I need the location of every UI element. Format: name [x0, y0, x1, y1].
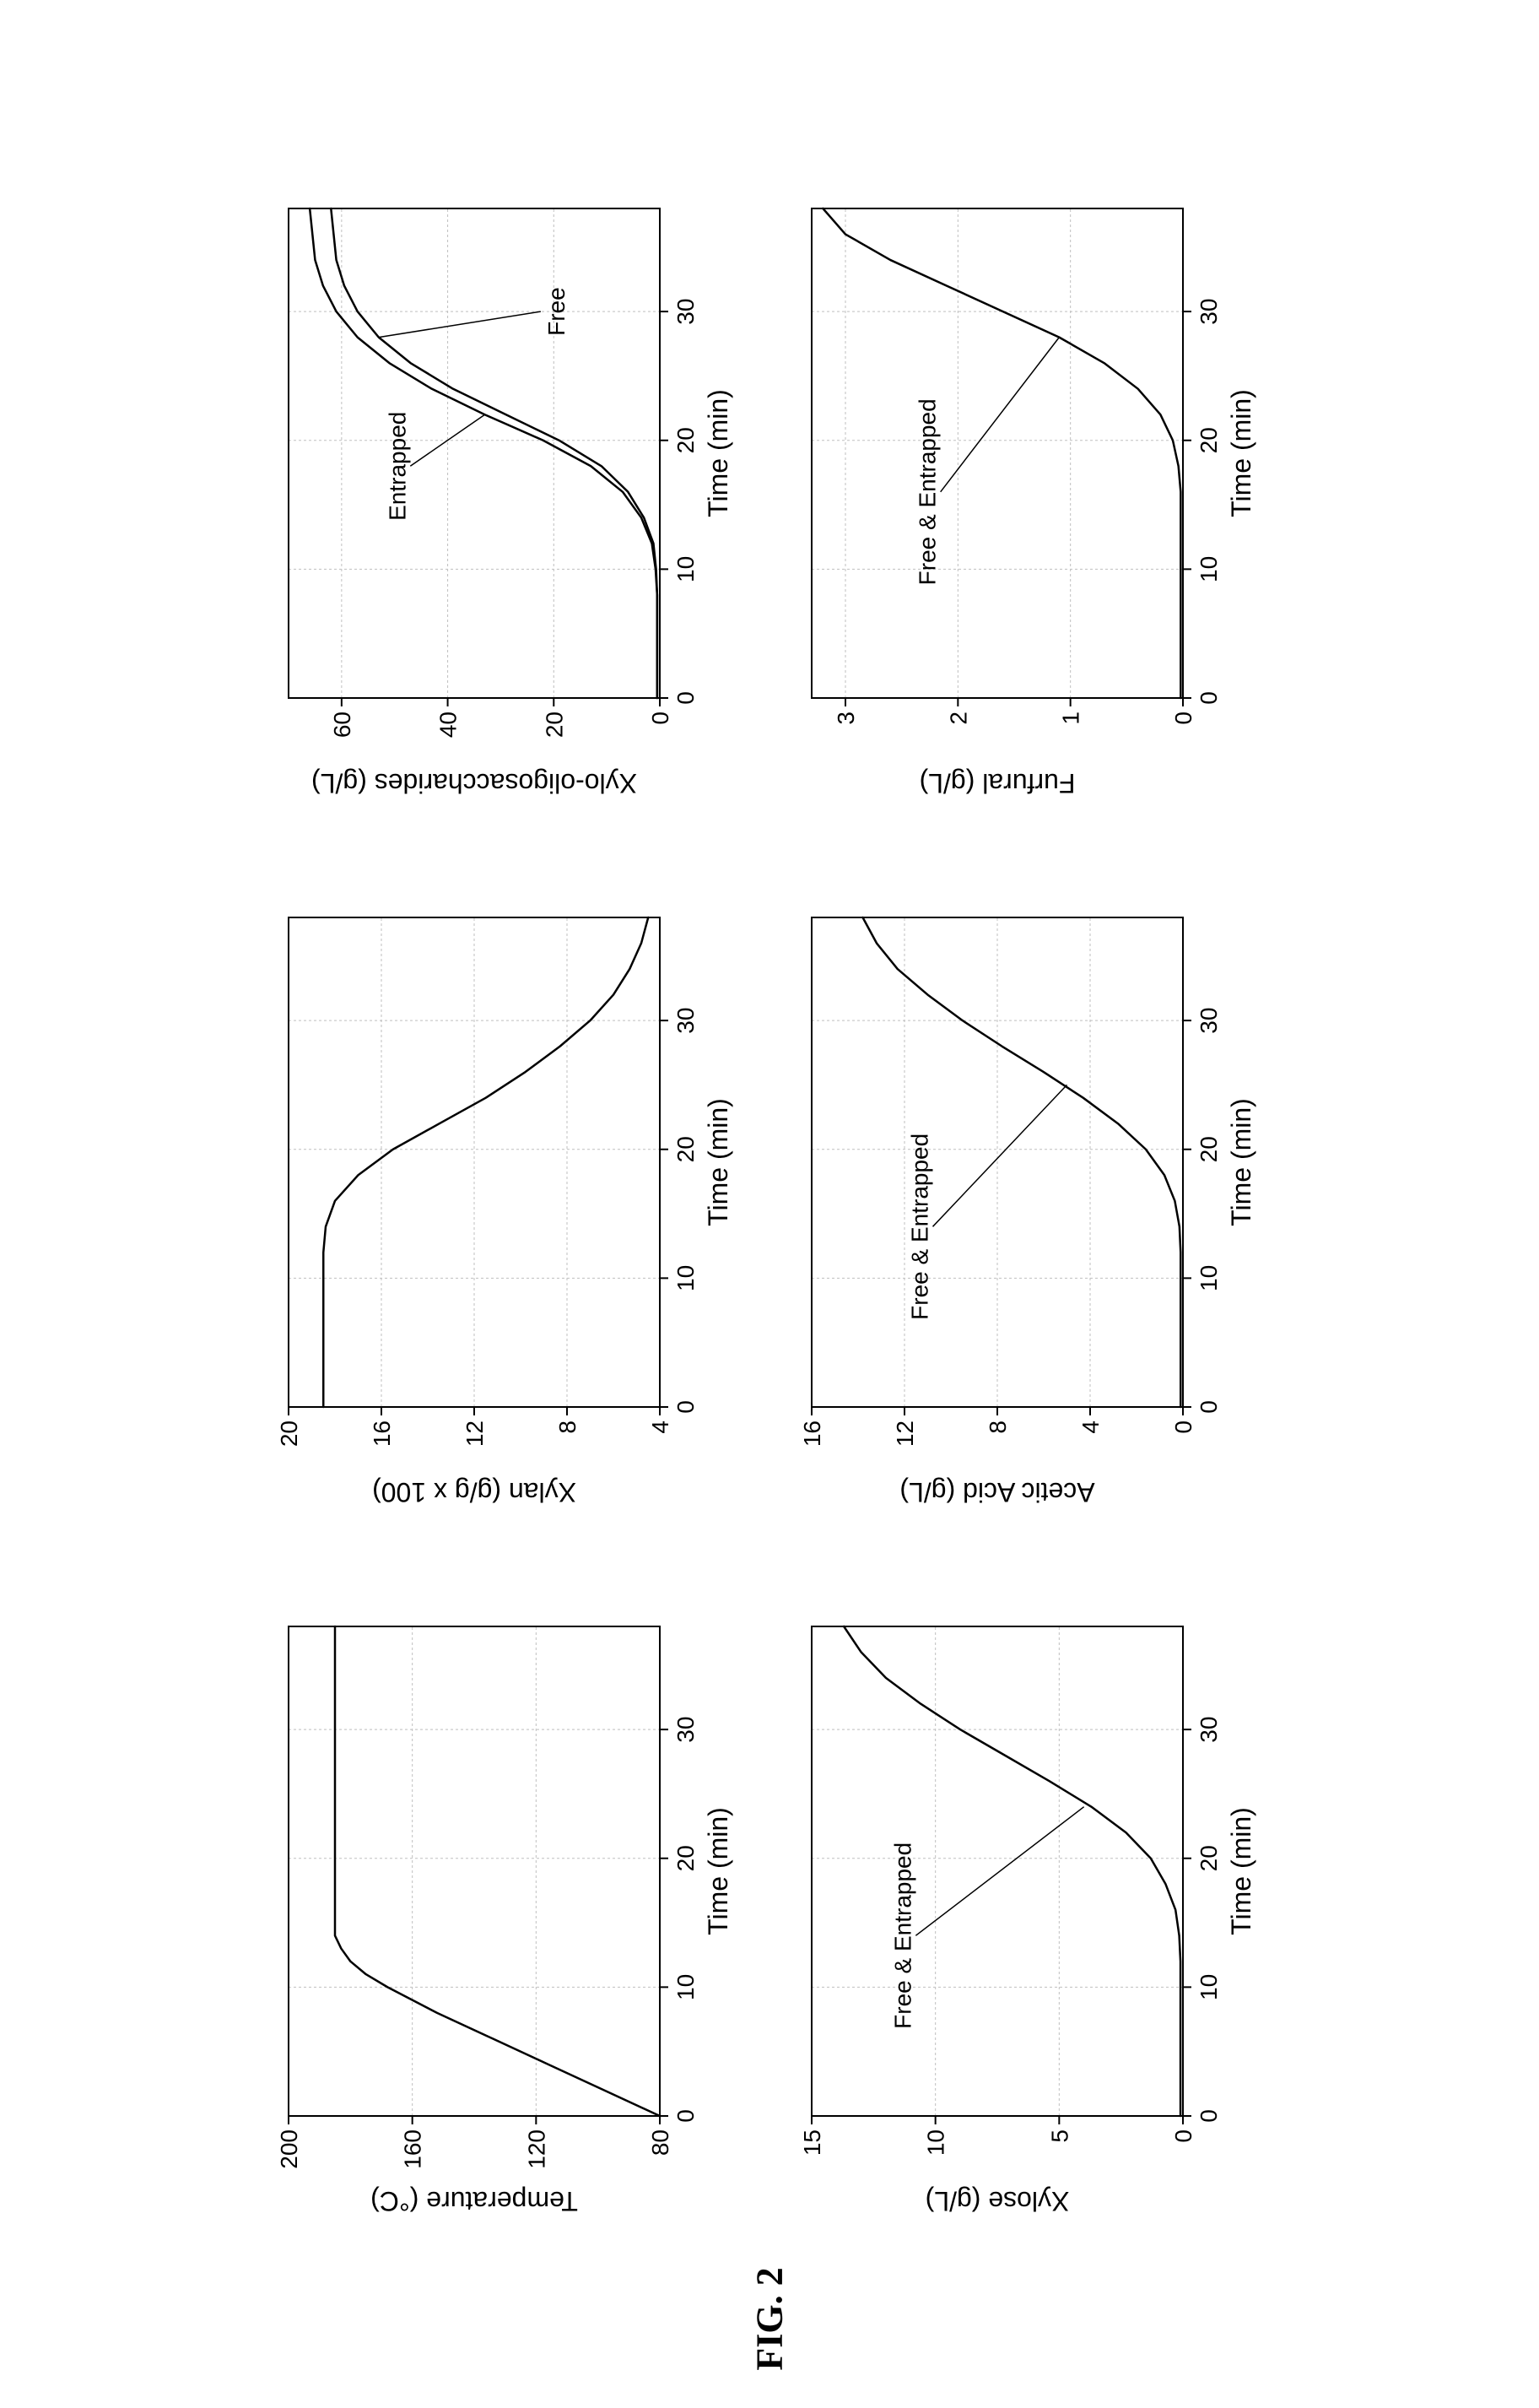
x-tick-label: 10 — [672, 1264, 699, 1291]
chart-xylose: 0 5 10 15 0 10 20 30 Free & Entrapped Time (min) X… — [795, 1610, 1267, 2217]
y-tick-label: 4 — [647, 1420, 673, 1434]
x-tick-label: 0 — [672, 691, 699, 705]
y-tick-label: 16 — [369, 1420, 395, 1447]
x-tick-label: 0 — [1196, 691, 1222, 705]
x-tick-label: 20 — [1196, 1845, 1222, 1871]
y-tick-label: 120 — [523, 2129, 549, 2169]
y-tick-label: 3 — [833, 712, 859, 725]
x-tick-label: 20 — [672, 1136, 699, 1162]
x-tick-label: 20 — [1196, 427, 1222, 453]
x-tick-label: 20 — [1196, 1136, 1222, 1162]
y-tick-label: 10 — [923, 2129, 949, 2156]
x-tick-label: 0 — [672, 1400, 699, 1414]
annotation-label: Free & Entrapped — [907, 1133, 933, 1319]
y-tick-label: 8 — [554, 1420, 580, 1434]
x-tick-label: 10 — [672, 555, 699, 582]
y-tick-label: 80 — [647, 2129, 673, 2156]
x-tick-label: 10 — [1196, 1264, 1222, 1291]
y-tick-label: 15 — [799, 2129, 825, 2156]
y-axis-label: Acetic Acid (g/L) — [899, 1477, 1094, 1507]
panel-acetic-acid: 0 4 8 12 16 0 10 20 30 Free & Entrapped Time (min)… — [795, 901, 1267, 1508]
y-axis-label: Xylan (g/g x 100) — [372, 1477, 576, 1507]
x-tick-label: 10 — [1196, 1973, 1222, 1999]
panel-xylo-oligo: 0 20 40 60 0 10 20 30 Entrapped Free Time (min) Xyl… — [272, 192, 744, 799]
x-axis-label: Time (min) — [703, 1098, 733, 1226]
chart-furfural: 01230102030Free & EntrappedTime (min)Fur… — [795, 192, 1267, 799]
x-axis-label: Time (min) — [703, 389, 733, 517]
y-tick-label: 12 — [892, 1420, 918, 1447]
x-tick-label: 20 — [672, 1845, 699, 1871]
y-tick-label: 1 — [1058, 712, 1084, 725]
x-axis-label: Time (min) — [1226, 1098, 1256, 1226]
y-axis-label: Xylo-oligosaccharides (g/L) — [311, 768, 637, 798]
x-axis-label: Time (min) — [703, 1807, 733, 1935]
x-tick-label: 0 — [1196, 2109, 1222, 2123]
chart-acetic-acid: 0 4 8 12 16 0 10 20 30 Free & Entrapped Time (min)… — [795, 901, 1267, 1508]
y-tick-label: 60 — [329, 712, 355, 738]
x-tick-label: 0 — [672, 2109, 699, 2123]
y-tick-label: 4 — [1077, 1420, 1104, 1434]
y-axis-label: Xylose (g/L) — [926, 2186, 1070, 2216]
y-axis-label: Temperature (°C) — [370, 2186, 578, 2216]
panel-xylose: 0 5 10 15 0 10 20 30 Free & Entrapped Time (min) X… — [795, 1610, 1267, 2217]
y-axis-label: Furfural (g/L) — [920, 768, 1076, 798]
panel-furfural: 01230102030Free & EntrappedTime (min)Fur… — [795, 192, 1267, 799]
y-tick-label: 8 — [985, 1420, 1011, 1434]
y-tick-label: 16 — [799, 1420, 825, 1447]
x-tick-label: 30 — [1196, 298, 1222, 324]
x-tick-label: 10 — [1196, 555, 1222, 582]
y-tick-label: 12 — [462, 1420, 488, 1447]
chart-xylan: 4 8 12 16 20 0 10 20 30 Time (min) Xylan (g/g x 10… — [272, 901, 744, 1508]
x-tick-label: 30 — [1196, 1716, 1222, 1742]
chart-grid: 801201602000102030Time (min)Temperature … — [272, 192, 1267, 2217]
x-axis-label: Time (min) — [1226, 1807, 1256, 1935]
x-tick-label: 30 — [672, 1007, 699, 1033]
y-tick-label: 0 — [1170, 712, 1196, 725]
x-tick-label: 10 — [672, 1973, 699, 1999]
x-tick-label: 30 — [672, 1716, 699, 1742]
y-tick-label: 2 — [945, 712, 971, 725]
y-tick-label: 20 — [276, 1420, 302, 1447]
annotation-label: Free & Entrapped — [889, 1842, 915, 2028]
x-tick-label: 30 — [672, 298, 699, 324]
x-tick-label: 0 — [1196, 1400, 1222, 1414]
annotation-label: Entrapped — [384, 411, 410, 520]
x-tick-label: 20 — [672, 427, 699, 453]
annotation-label: Free & Entrapped — [915, 398, 941, 585]
y-tick-label: 160 — [400, 2129, 426, 2169]
panel-temperature: 80 120 160 200 0 10 20 30 Time (min) Temperature … — [272, 1610, 744, 2217]
y-tick-label: 200 — [276, 2129, 302, 2169]
x-axis-label: Time (min) — [1226, 389, 1256, 517]
chart-temperature: 80 120 160 200 0 10 20 30 Time (min) Temperature … — [272, 1610, 744, 2217]
y-tick-label: 5 — [1046, 2129, 1072, 2143]
page: 801201602000102030Time (min)Temperature … — [0, 0, 1539, 2408]
y-tick-label: 0 — [1170, 1420, 1196, 1434]
panel-xylan: 4 8 12 16 20 0 10 20 30 Time (min) Xylan (g/g x 10… — [272, 901, 744, 1508]
chart-xylo-oligo: 0 20 40 60 0 10 20 30 Entrapped Free Time (min) Xyl… — [272, 192, 744, 799]
y-tick-label: 0 — [1170, 2129, 1196, 2143]
y-tick-label: 20 — [541, 712, 567, 738]
y-tick-label: 0 — [647, 712, 673, 725]
annotation-label: Free — [543, 287, 570, 336]
y-tick-label: 40 — [435, 712, 462, 738]
x-tick-label: 30 — [1196, 1007, 1222, 1033]
figure-caption: FIG. 2 — [748, 2267, 791, 2370]
